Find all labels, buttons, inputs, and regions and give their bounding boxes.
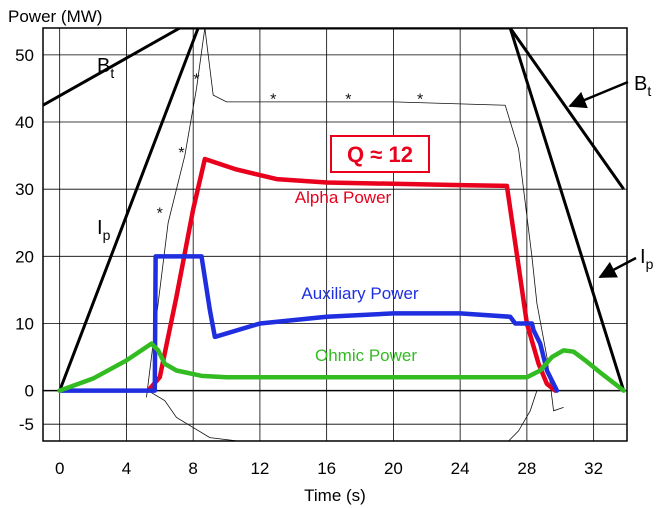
x-tick-label: 12: [250, 459, 269, 478]
x-tick-label: 4: [122, 459, 131, 478]
x-tick-label: 24: [451, 459, 470, 478]
bt-label-left: Bt: [97, 55, 114, 81]
q-label: Q ≈ 12: [347, 142, 413, 167]
y-tick-label: -5: [19, 415, 34, 434]
y-tick-label: 50: [15, 46, 34, 65]
power-series: [57, 156, 626, 393]
ip-arrow: [598, 256, 637, 279]
x-tick-label: 0: [55, 459, 64, 478]
ip-waveform: [58, 28, 626, 392]
bt-waveform: [43, 28, 625, 191]
y-axis-label: Power (MW): [8, 7, 102, 26]
thin-curve: [146, 28, 564, 412]
data-marker: *: [270, 92, 276, 109]
thin-curve: [59, 390, 624, 441]
x-axis-label: Time (s): [304, 486, 366, 505]
data-marker: *: [178, 145, 184, 162]
ip-label-right: Ip: [640, 246, 654, 272]
auxiliary-power-line: [57, 254, 560, 393]
data-marker: *: [417, 92, 423, 109]
alpha-power-line: [145, 156, 558, 393]
q-box: [330, 135, 430, 173]
x-tick-label: 20: [384, 459, 403, 478]
y-tick-label: 30: [15, 180, 34, 199]
thin-measurement-curves: * * * * * *: [59, 28, 624, 441]
y-tick-label: 10: [15, 314, 34, 333]
bt-arrow: [568, 80, 629, 109]
x-tick-label: 8: [188, 459, 197, 478]
y-tick-label: 20: [15, 247, 34, 266]
y-tick-label: 0: [25, 382, 34, 401]
data-marker: *: [157, 206, 163, 223]
plot-frame: [42, 27, 628, 442]
alpha-power-label: Alpha Power: [295, 188, 392, 207]
ip-label-left: Ip: [97, 217, 111, 243]
y-tick-label: 40: [15, 113, 34, 132]
bt-label-right: Bt: [634, 73, 651, 99]
x-tick-label: 32: [584, 459, 603, 478]
data-marker: *: [193, 71, 199, 88]
axis-ticks: 0 4 8 12 16 20 24 28 32 -5 0 10 20 30 40 50: [15, 46, 603, 478]
data-marker: *: [345, 92, 351, 109]
ohmic-power-label: Ohmic Power: [315, 346, 417, 365]
x-tick-label: 28: [517, 459, 536, 478]
auxiliary-power-label: Auxiliary Power: [301, 284, 418, 303]
x-tick-label: 16: [317, 459, 336, 478]
bt-ip-waveforms: [43, 28, 626, 392]
ohmic-power-line: [57, 341, 626, 393]
